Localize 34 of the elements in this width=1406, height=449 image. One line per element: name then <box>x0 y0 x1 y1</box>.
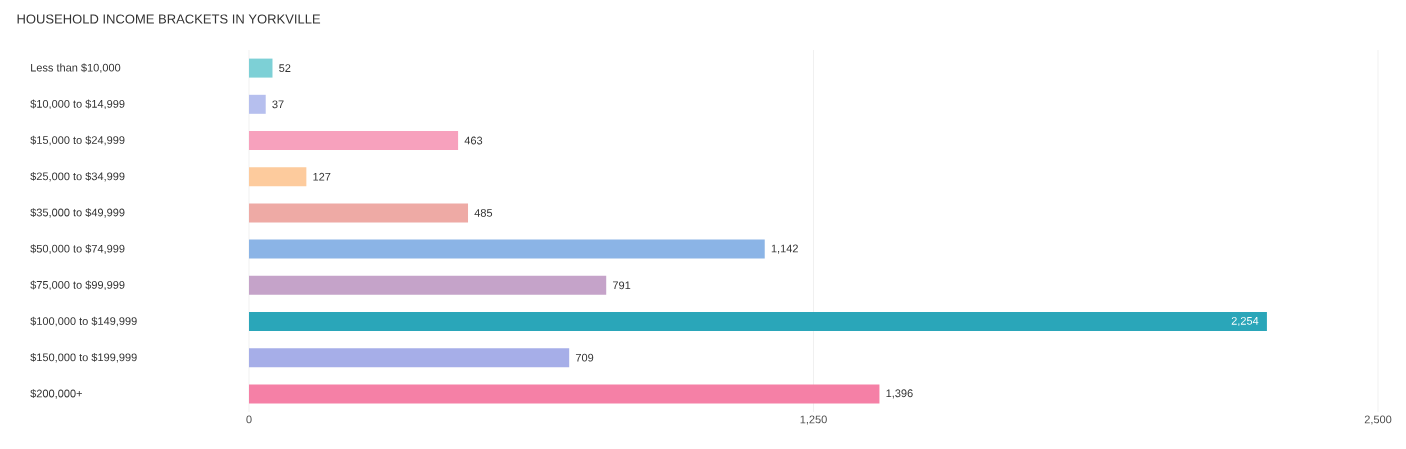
bar <box>249 239 765 259</box>
data-label: 127 <box>313 172 331 181</box>
y-tick-label: $25,000 to $34,999 <box>30 171 125 182</box>
data-label: 1,396 <box>886 389 913 399</box>
bar <box>249 131 459 150</box>
y-tick-label: $75,000 to $99,999 <box>30 280 125 291</box>
data-label: 463 <box>464 136 483 145</box>
data-label: 2,254 <box>1231 316 1259 327</box>
bar <box>249 58 273 78</box>
y-tick-label: $10,000 to $14,999 <box>30 99 125 110</box>
bar <box>249 167 307 187</box>
data-label: 791 <box>612 281 631 290</box>
y-tick-label: $50,000 to $74,999 <box>30 244 125 254</box>
data-label: 37 <box>272 100 284 109</box>
y-tick-label: $100,000 to $149,999 <box>30 316 137 327</box>
bar <box>249 94 266 114</box>
x-tick-label: 0 <box>246 415 252 424</box>
bar <box>249 384 880 404</box>
data-label: 485 <box>474 209 493 217</box>
data-label: 52 <box>279 64 291 72</box>
x-tick-label: 2,500 <box>1364 415 1392 425</box>
bar <box>249 348 570 368</box>
bar <box>249 312 1267 331</box>
y-tick-label: $150,000 to $199,999 <box>30 352 137 363</box>
data-label: 709 <box>575 353 594 362</box>
chart-title: HOUSEHOLD INCOME BRACKETS IN YORKVILLE <box>17 14 321 24</box>
y-tick-label: Less than $10,000 <box>31 63 121 73</box>
y-tick-label: $35,000 to $49,999 <box>30 208 125 218</box>
bar <box>249 275 607 295</box>
y-tick-label: $200,000+ <box>30 389 82 399</box>
x-tick-label: 1,250 <box>800 415 827 425</box>
bar <box>249 203 469 223</box>
y-tick-label: $15,000 to $24,999 <box>30 135 125 146</box>
data-label: 1,142 <box>771 244 798 254</box>
